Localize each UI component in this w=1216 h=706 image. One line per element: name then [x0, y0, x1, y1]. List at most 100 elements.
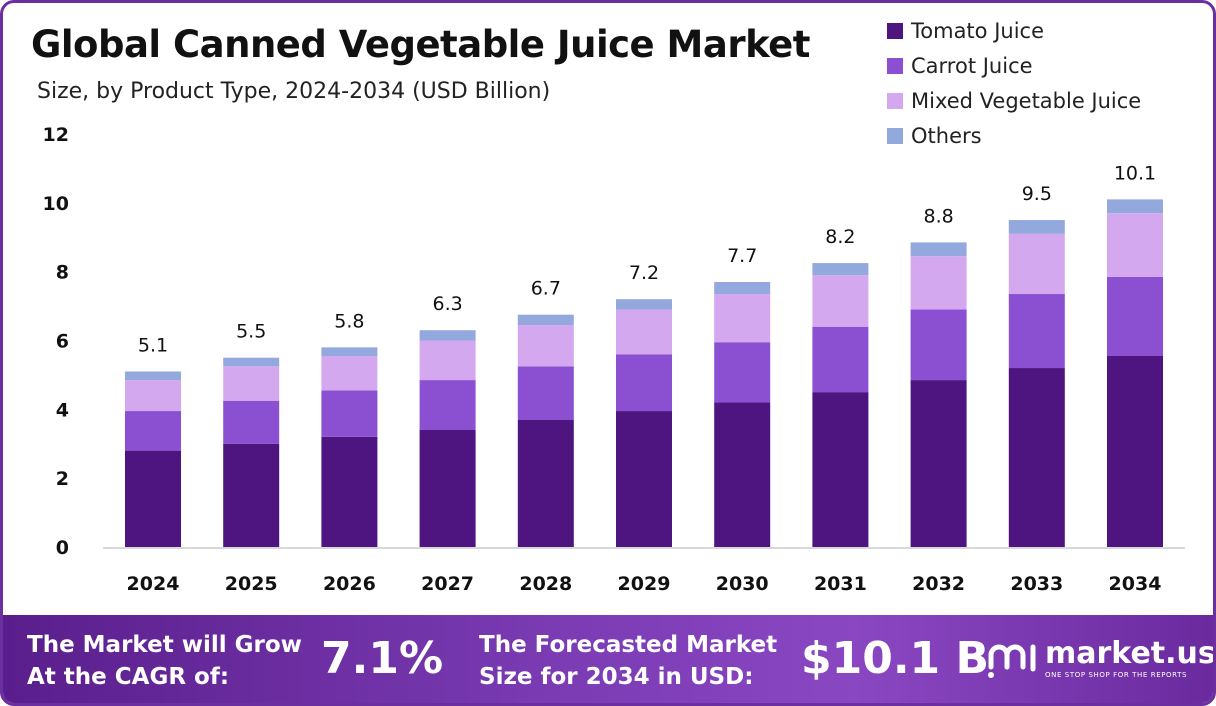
forecast-label: The Forecasted Market Size for 2034 in U…: [479, 629, 777, 693]
bar-segment: [419, 429, 476, 547]
bar-total-label: 8.2: [825, 226, 855, 248]
bar-segment: [1008, 233, 1065, 295]
bar-segment: [1008, 294, 1065, 369]
bar-total-label: 9.5: [1022, 183, 1052, 205]
y-tick-label: 2: [56, 468, 69, 490]
bar-segment: [812, 392, 869, 547]
legend-label: Others: [911, 123, 982, 148]
bar-segment: [714, 402, 771, 547]
legend-swatch: [887, 127, 903, 144]
bar-total-label: 6.3: [432, 293, 462, 315]
bar-total-label: 7.7: [727, 245, 757, 267]
brand-logo: market.us ONE STOP SHOP FOR THE REPORTS: [985, 636, 1216, 681]
legend-swatch: [887, 57, 903, 74]
bar-total-label: 5.8: [334, 310, 364, 332]
bar-segment: [910, 256, 967, 310]
legend-label: Carrot Juice: [911, 53, 1033, 78]
x-tick-label: 2029: [618, 573, 671, 595]
cagr-label-line2: At the CAGR of:: [27, 664, 230, 690]
bar-segment: [616, 309, 672, 355]
x-tick-label: 2034: [1109, 573, 1162, 595]
bar-segment: [1008, 220, 1065, 234]
bar-segment: [223, 357, 280, 367]
brand-tagline: ONE STOP SHOP FOR THE REPORTS: [1045, 671, 1188, 679]
bar-segment: [616, 299, 672, 310]
cagr-label: The Market will Grow At the CAGR of:: [27, 629, 302, 693]
x-tick-label: 2025: [225, 573, 278, 595]
bar-segment: [125, 450, 181, 547]
bar-segment: [910, 380, 967, 547]
forecast-label-line1: The Forecasted Market: [479, 632, 778, 658]
bar-total-label: 6.7: [531, 278, 561, 300]
bar-segment: [321, 390, 378, 437]
bar-segment: [910, 309, 967, 381]
bar-segment: [419, 340, 476, 381]
legend-label: Mixed Vegetable Juice: [911, 88, 1142, 113]
bar-segment: [910, 242, 967, 257]
bar-segment: [1107, 276, 1163, 356]
legend-swatch: [887, 22, 903, 39]
bar-segment: [1008, 368, 1065, 547]
y-tick-label: 0: [56, 537, 69, 559]
y-tick-label: 12: [43, 124, 69, 146]
bar-total-label: 5.1: [138, 334, 168, 356]
bar-segment: [517, 419, 574, 547]
bar-segment: [517, 314, 574, 326]
forecast-label-line2: Size for 2034 in USD:: [479, 664, 754, 690]
y-tick-label: 10: [43, 193, 69, 215]
bar-segment: [1107, 199, 1163, 214]
chart-title: Global Canned Vegetable Juice Market: [31, 23, 810, 66]
bar-segment: [616, 354, 672, 412]
y-tick-label: 6: [56, 331, 69, 353]
bar-segment: [714, 281, 771, 295]
bar-segment: [125, 411, 181, 451]
bar-segment: [812, 326, 869, 393]
y-tick-label: 8: [56, 262, 69, 284]
bar-total-label: 10.1: [1114, 162, 1156, 184]
bar-segment: [321, 347, 378, 356]
bar-segment: [812, 263, 869, 276]
bar-segment: [1107, 213, 1163, 277]
bar-segment: [223, 443, 280, 547]
forecast-value: $10.1 B: [801, 633, 990, 684]
bar-total-label: 7.2: [629, 262, 659, 284]
cagr-label-line1: The Market will Grow: [27, 632, 302, 658]
market-us-logo-icon: [988, 644, 1036, 678]
bar-segment: [125, 380, 181, 412]
bar-segment: [321, 436, 378, 547]
chart-legend: Tomato Juice Carrot Juice Mixed Vegetable …: [887, 13, 1141, 153]
x-tick-label: 2027: [421, 573, 474, 595]
x-tick-label: 2032: [912, 573, 965, 595]
legend-item: Others: [887, 118, 1141, 153]
bar-segment: [812, 275, 869, 327]
legend-swatch: [887, 92, 903, 109]
summary-footer: The Market will Grow At the CAGR of: 7.1…: [3, 615, 1216, 703]
bar-segment: [419, 380, 476, 430]
bar-total-label: 5.5: [236, 321, 266, 343]
stacked-bar-chart: 0 2 4 6 8 10 12 5.1 2024 5.5 2025 5.8 2026 6.3 2027 6.7…: [43, 124, 1185, 595]
cagr-value: 7.1%: [321, 633, 444, 684]
bar-segment: [714, 342, 771, 403]
chart-subtitle: Size, by Product Type, 2024-2034 (USD Bi…: [37, 79, 551, 104]
y-tick-label: 4: [56, 399, 69, 421]
bar-segment: [125, 371, 181, 381]
bar-segment: [1107, 355, 1163, 547]
bar-segment: [616, 411, 672, 547]
bar-segment: [223, 366, 280, 401]
legend-label: Tomato Juice: [911, 18, 1044, 43]
x-tick-label: 2026: [323, 573, 376, 595]
x-tick-label: 2028: [519, 573, 572, 595]
bar-segment: [517, 325, 574, 367]
bar-segment: [419, 330, 476, 341]
bar-segment: [517, 366, 574, 420]
x-tick-label: 2024: [127, 573, 180, 595]
legend-item: Carrot Juice: [887, 48, 1141, 83]
x-tick-label: 2033: [1010, 573, 1063, 595]
x-tick-label: 2031: [814, 573, 867, 595]
bar-segment: [223, 400, 280, 444]
brand-name: market.us: [1045, 636, 1216, 671]
bar-total-label: 8.8: [923, 205, 953, 227]
x-tick-label: 2030: [716, 573, 769, 595]
legend-item: Tomato Juice: [887, 13, 1141, 48]
